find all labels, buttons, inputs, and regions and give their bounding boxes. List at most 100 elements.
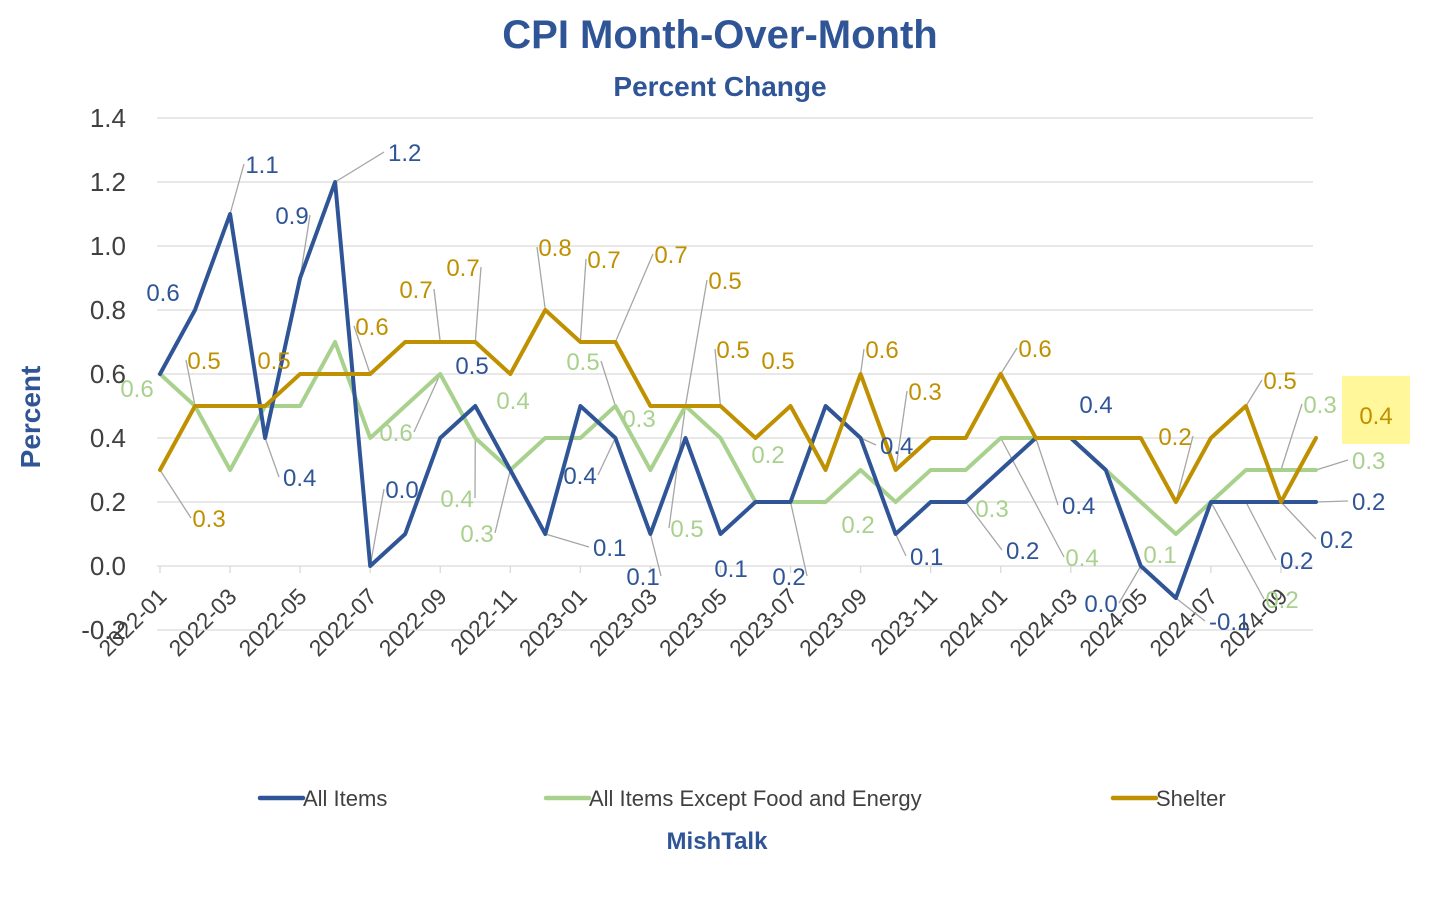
data-label: 0.0	[385, 477, 418, 504]
leader-line	[1175, 597, 1206, 622]
leader-line	[600, 360, 617, 407]
y-tick-label: 1.2	[90, 167, 126, 197]
leader-line	[1000, 347, 1018, 375]
leader-line	[684, 279, 708, 407]
data-label: 0.3	[1303, 392, 1336, 419]
leader-line	[614, 253, 654, 343]
data-label: 0.1	[1143, 542, 1176, 569]
y-tick-label: -0.2	[81, 615, 126, 645]
legend-label: All Items Except Food and Energy	[589, 786, 922, 811]
data-label: 0.7	[446, 255, 479, 282]
data-label: 0.3	[460, 521, 493, 548]
leader-line	[433, 288, 441, 343]
data-label: 0.6	[379, 420, 412, 447]
data-label: 0.5	[670, 516, 703, 543]
data-label: 0.6	[120, 376, 153, 403]
data-label: 0.1	[593, 535, 626, 562]
leader-line	[597, 437, 616, 476]
data-label-leader-lines	[159, 151, 1349, 622]
leader-line	[545, 533, 590, 548]
highlight-box	[1342, 376, 1410, 444]
data-label: 0.5	[708, 268, 741, 295]
data-label: 0.4	[563, 463, 596, 490]
data-label: 0.6	[146, 280, 179, 307]
data-label: 0.2	[1006, 538, 1039, 565]
leader-line	[860, 437, 877, 446]
x-tick-label: 2022-07	[304, 583, 382, 661]
data-label: 0.4	[440, 486, 473, 513]
x-tick-label: 2024-01	[934, 583, 1012, 661]
leader-line	[299, 214, 311, 279]
leader-line	[185, 359, 196, 407]
y-tick-label: 1.0	[90, 231, 126, 261]
data-label: 0.2	[751, 442, 784, 469]
y-axis-label: Percent	[15, 366, 46, 469]
leader-line	[1210, 501, 1265, 600]
leader-line	[369, 488, 385, 567]
data-label: 1.2	[388, 140, 421, 167]
leader-line	[894, 390, 908, 471]
data-label: 0.2	[1352, 489, 1385, 516]
leader-line	[353, 325, 371, 375]
data-label: 0.5	[761, 348, 794, 375]
x-tick-label: 2023-05	[654, 583, 732, 661]
y-tick-label: 0.6	[90, 359, 126, 389]
leader-line	[494, 469, 511, 534]
x-tick-label: 2022-03	[164, 583, 242, 661]
x-tick-label: 2023-07	[724, 583, 802, 661]
data-label: -0.1	[1209, 609, 1250, 636]
leader-line	[1035, 437, 1059, 506]
chart-title: CPI Month-Over-Month	[502, 13, 938, 57]
y-tick-label: 0.2	[90, 487, 126, 517]
x-tick-label: 2022-05	[234, 583, 312, 661]
data-label: 0.6	[865, 337, 898, 364]
chart-subtitle: Percent Change	[613, 71, 826, 102]
leader-line	[1175, 435, 1194, 503]
data-label: 0.2	[1320, 527, 1353, 554]
data-label: 0.3	[192, 506, 225, 533]
data-label: 0.4	[283, 465, 316, 492]
series-line-shelter	[158, 308, 1318, 504]
legend: All Items All Items Except Food and Energ…	[257, 786, 1226, 811]
data-label: 0.7	[399, 277, 432, 304]
leader-line	[334, 151, 385, 183]
leader-line	[1315, 500, 1349, 503]
y-tick-label: 0.4	[90, 423, 126, 453]
leader-line	[1118, 565, 1142, 604]
data-label: 0.3	[622, 406, 655, 433]
data-label: 0.7	[587, 247, 620, 274]
leader-line	[649, 533, 662, 577]
data-label: 0.1	[714, 556, 747, 583]
data-label: 0.1	[910, 544, 943, 571]
x-tick-label: 2024-03	[1004, 583, 1082, 661]
data-label: 0.4	[1065, 545, 1098, 572]
data-label: 0.2	[1280, 548, 1313, 575]
x-tick-label: 2023-11	[865, 583, 942, 660]
leader-line	[859, 348, 865, 375]
leader-line	[579, 258, 587, 343]
data-label: 0.4	[496, 388, 529, 415]
leader-line	[474, 266, 482, 343]
leader-line	[1245, 501, 1277, 561]
leader-line	[895, 533, 907, 557]
data-label: 0.2	[772, 564, 805, 591]
x-tick-label: 2023-03	[584, 583, 662, 661]
leader-line	[965, 501, 1003, 551]
data-label: 0.1	[626, 564, 659, 591]
data-label: 0.7	[654, 242, 687, 269]
x-tick-label: 2023-01	[514, 583, 592, 661]
leader-line	[1245, 379, 1263, 407]
data-label: 0.9	[275, 203, 308, 230]
data-label: 0.3	[1352, 448, 1385, 475]
leader-line	[1315, 459, 1349, 471]
x-tick-label: 2022-09	[374, 583, 452, 661]
series-lines	[158, 180, 1318, 600]
data-label: 0.4	[1079, 392, 1112, 419]
data-label: 0.0	[1084, 591, 1117, 618]
data-label: 0.5	[187, 348, 220, 375]
leader-line	[413, 373, 441, 433]
leader-line	[789, 501, 808, 577]
leader-line	[536, 246, 546, 311]
leader-line	[264, 437, 280, 478]
